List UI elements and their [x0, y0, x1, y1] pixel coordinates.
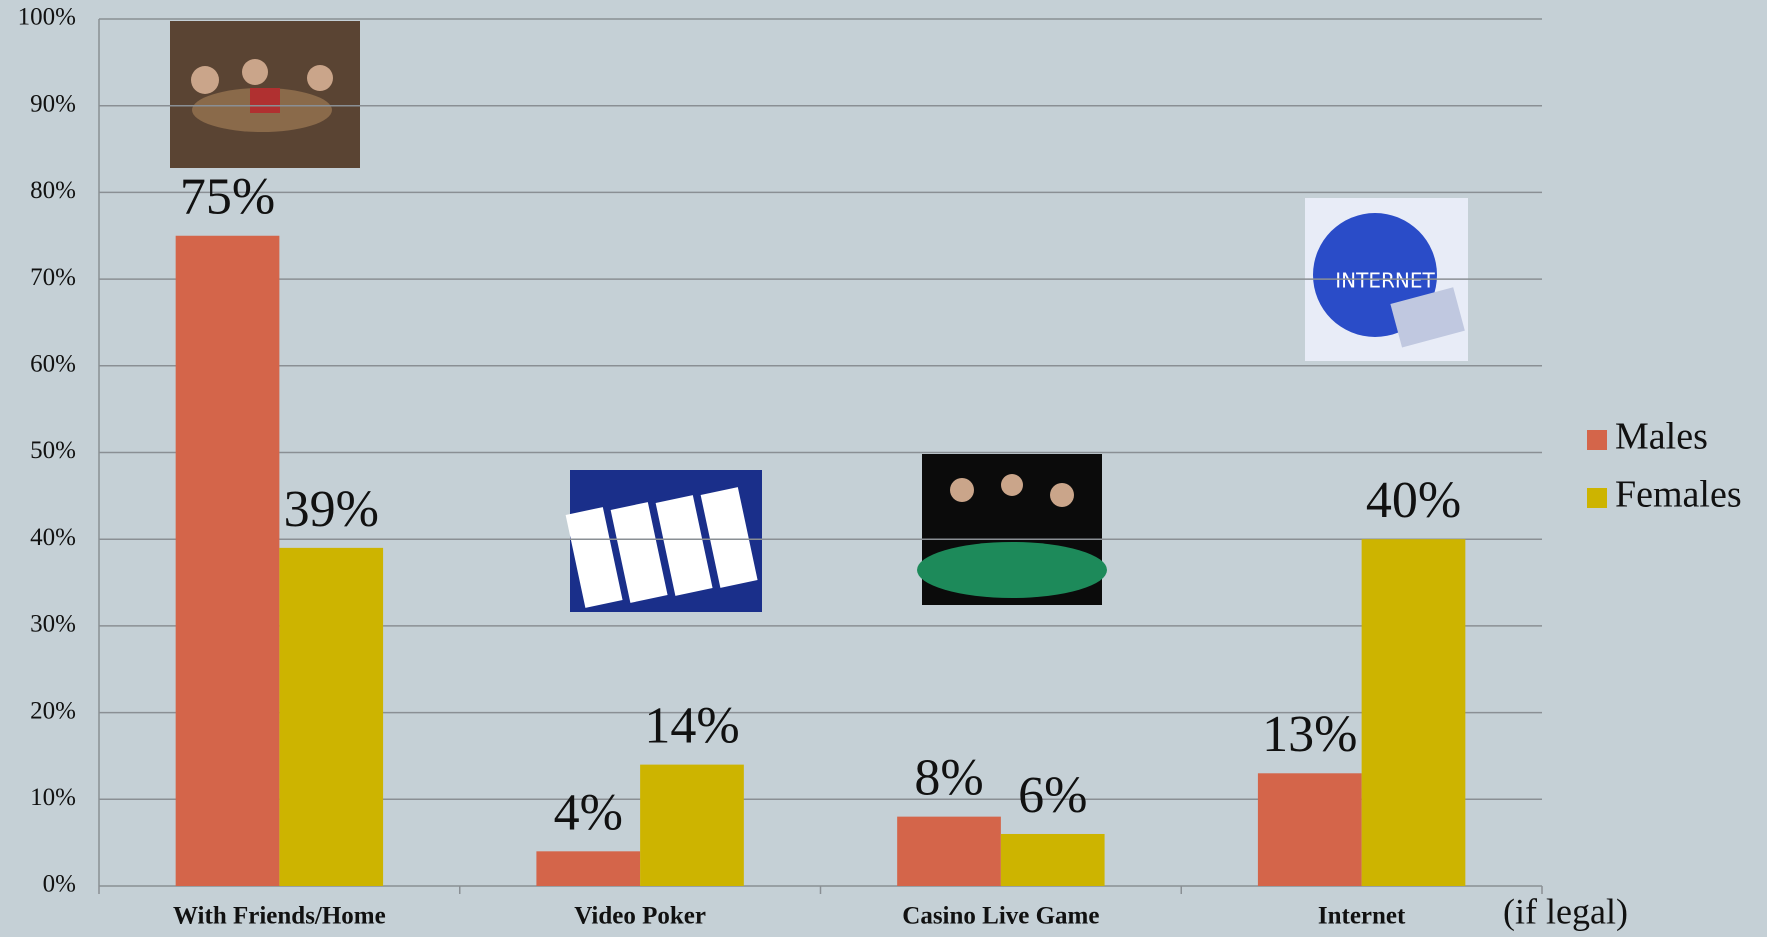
bar: [536, 851, 641, 886]
annotation: (if legal): [1503, 891, 1628, 931]
value-label: 40%: [1366, 472, 1461, 529]
y-tick-label: 40%: [30, 524, 76, 551]
bar: [1257, 773, 1362, 886]
legend-swatch: [1587, 488, 1607, 508]
value-label: 75%: [180, 169, 275, 226]
y-tick-label: 50%: [30, 437, 76, 464]
y-tick-label: 80%: [30, 177, 76, 204]
y-tick-label: 70%: [30, 264, 76, 291]
value-label: 14%: [644, 698, 739, 755]
x-tick-label: Casino Live Game: [902, 903, 1099, 930]
value-label: 6%: [1018, 767, 1087, 824]
photo-video-poker: [565, 470, 762, 612]
photo-friends: [170, 21, 360, 168]
y-tick-label: 30%: [30, 611, 76, 638]
legend-swatch: [1587, 430, 1607, 450]
value-label: 8%: [914, 750, 983, 807]
x-tick-label: With Friends/Home: [173, 903, 386, 930]
bar: [640, 764, 744, 886]
y-tick-label: 60%: [30, 351, 76, 378]
bar: [1000, 833, 1105, 886]
value-label: 39%: [284, 481, 379, 538]
y-tick-label: 0%: [43, 871, 76, 898]
bar: [897, 816, 1001, 886]
legend-label: Males: [1615, 416, 1708, 458]
y-tick-label: 20%: [30, 697, 76, 724]
photo-casino: [917, 454, 1107, 605]
x-tick-label: Video Poker: [574, 903, 706, 930]
y-tick-label: 10%: [30, 784, 76, 811]
value-label: 4%: [554, 784, 623, 841]
svg-text:INTERNET: INTERNET: [1335, 269, 1435, 293]
bar: [279, 547, 384, 886]
y-tick-label: 100%: [18, 4, 76, 31]
value-label: 13%: [1262, 706, 1357, 763]
bar: [1361, 539, 1466, 886]
bar: [175, 235, 280, 886]
legend-label: Females: [1615, 474, 1742, 516]
x-tick-label: Internet: [1318, 903, 1406, 930]
y-tick-label: 90%: [30, 90, 76, 117]
